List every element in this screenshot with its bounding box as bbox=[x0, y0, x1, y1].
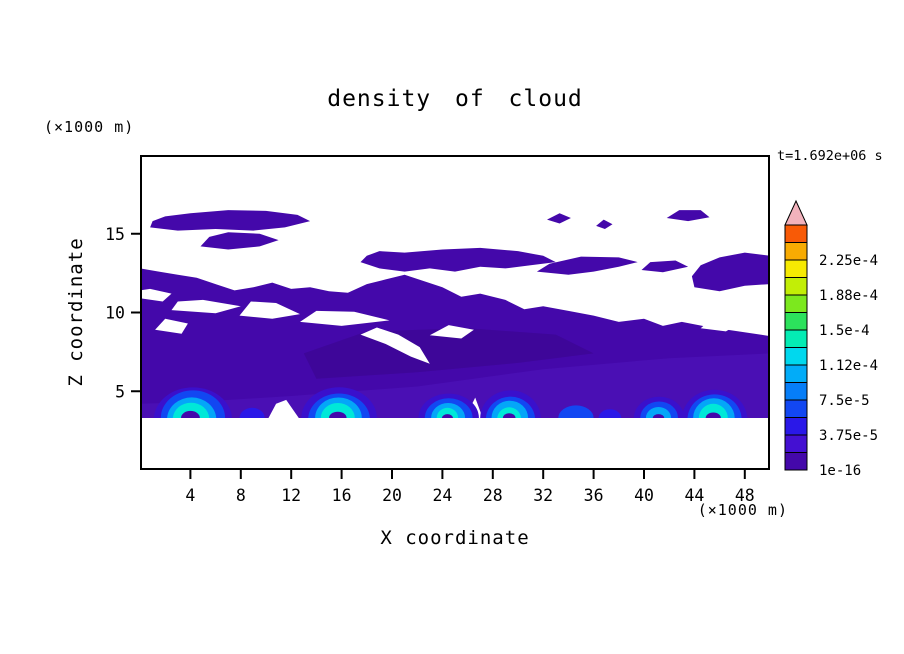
crescent-1-core bbox=[181, 410, 200, 418]
hole-3 bbox=[360, 327, 430, 364]
y-tick-label: 15 bbox=[105, 225, 125, 244]
y-axis-unit-label: (×1000 m) bbox=[44, 118, 135, 136]
x-axis-unit-label: (×1000 m) bbox=[697, 501, 788, 519]
colorbar-segment bbox=[784, 242, 808, 261]
hole-5 bbox=[155, 318, 188, 334]
hole-4 bbox=[429, 325, 474, 339]
hole-6 bbox=[268, 399, 299, 418]
colorbar-tick-label: 1.5e-4 bbox=[819, 323, 870, 339]
colorbar: 1e-16 3.75e-5 7.5e-5 1.12e-4 1.5e-4 1.88e-4 2.… bbox=[784, 199, 878, 479]
crescent-1-cyan bbox=[172, 402, 210, 418]
y-tick-label: 10 bbox=[105, 304, 125, 323]
upper-band-right-2 bbox=[641, 260, 689, 273]
colorbar-tick-label: 1.88e-4 bbox=[819, 288, 878, 304]
x-axis-title: X coordinate bbox=[380, 527, 530, 549]
bump-3 bbox=[598, 409, 622, 418]
cloud-field bbox=[140, 210, 770, 418]
chart-title: density of cloud bbox=[327, 86, 583, 112]
crescent-4-cyan bbox=[497, 407, 522, 418]
colorbar-segment bbox=[784, 399, 808, 418]
colorbar-tick-label: 3.75e-5 bbox=[819, 428, 878, 444]
bump-1 bbox=[239, 407, 265, 418]
y-tick-label: 5 bbox=[115, 382, 125, 401]
colorbar-tick-label: 2.25e-4 bbox=[819, 253, 878, 269]
colorbar-segment bbox=[784, 347, 808, 366]
x-tick-label: 40 bbox=[634, 486, 654, 505]
colorbar-segment bbox=[784, 382, 808, 401]
small-blob-1 bbox=[547, 213, 571, 224]
crescent-3-cyan bbox=[436, 407, 459, 418]
crescent-3-core bbox=[441, 414, 454, 418]
colorbar-segment bbox=[784, 312, 808, 331]
mid-dark-tone bbox=[303, 328, 594, 379]
colorbar-tick-label: 1e-16 bbox=[819, 463, 861, 479]
hole-9 bbox=[700, 310, 744, 332]
plot-frame bbox=[140, 155, 770, 470]
crescent-6-core bbox=[705, 412, 721, 418]
lower-band-tone bbox=[140, 353, 770, 418]
upper-blob-left-low bbox=[200, 232, 279, 250]
bump-2 bbox=[558, 405, 594, 418]
hole-10 bbox=[140, 288, 172, 302]
upper-blob-far-right bbox=[691, 252, 770, 292]
crescent-5-sky bbox=[645, 407, 672, 418]
colorbar-segment bbox=[784, 277, 808, 296]
colorbar-segment bbox=[784, 294, 808, 313]
hole-11 bbox=[171, 299, 241, 314]
colorbar-segment bbox=[784, 452, 808, 471]
x-tick-label: 4 bbox=[185, 486, 195, 505]
crescent-2-core bbox=[329, 411, 347, 418]
upper-blob-left-long bbox=[150, 210, 311, 231]
x-tick-label: 48 bbox=[735, 486, 755, 505]
x-tick-label: 24 bbox=[432, 486, 452, 505]
crescent-5-core bbox=[652, 414, 665, 418]
upper-band-mid bbox=[360, 247, 556, 272]
x-tick-label: 28 bbox=[483, 486, 503, 505]
colorbar-segment bbox=[784, 259, 808, 278]
colorbar-tick-label: 1.12e-4 bbox=[819, 358, 878, 374]
colorbar-tick-label: 7.5e-5 bbox=[819, 393, 870, 409]
colorbar-segment bbox=[784, 364, 808, 383]
colorbar-segment bbox=[784, 434, 808, 453]
x-tick-label: 44 bbox=[684, 486, 704, 505]
crescent-4-core bbox=[502, 413, 516, 418]
x-tick-label: 32 bbox=[533, 486, 553, 505]
colorbar-segment bbox=[784, 417, 808, 436]
x-tick-label: 12 bbox=[281, 486, 301, 505]
time-annotation: t=1.692e+06 s bbox=[777, 148, 883, 164]
crescent-6-cyan bbox=[698, 403, 728, 418]
colorbar-segment bbox=[784, 329, 808, 348]
x-tick-label: 20 bbox=[382, 486, 402, 505]
upper-band-right bbox=[536, 256, 638, 275]
colorbar-segment bbox=[784, 224, 808, 243]
hole-8 bbox=[618, 301, 663, 316]
x-tick-label: 8 bbox=[236, 486, 246, 505]
hole-2 bbox=[300, 310, 390, 326]
small-blob-3 bbox=[666, 210, 710, 222]
hole-1 bbox=[239, 301, 300, 319]
colorbar-overflow-arrow bbox=[784, 199, 808, 226]
x-tick-label: 36 bbox=[584, 486, 604, 505]
small-blob-2 bbox=[596, 219, 613, 229]
crescent-2-cyan bbox=[320, 403, 355, 418]
x-tick-label: 16 bbox=[332, 486, 352, 505]
y-axis-title: Z coordinate bbox=[65, 237, 87, 387]
